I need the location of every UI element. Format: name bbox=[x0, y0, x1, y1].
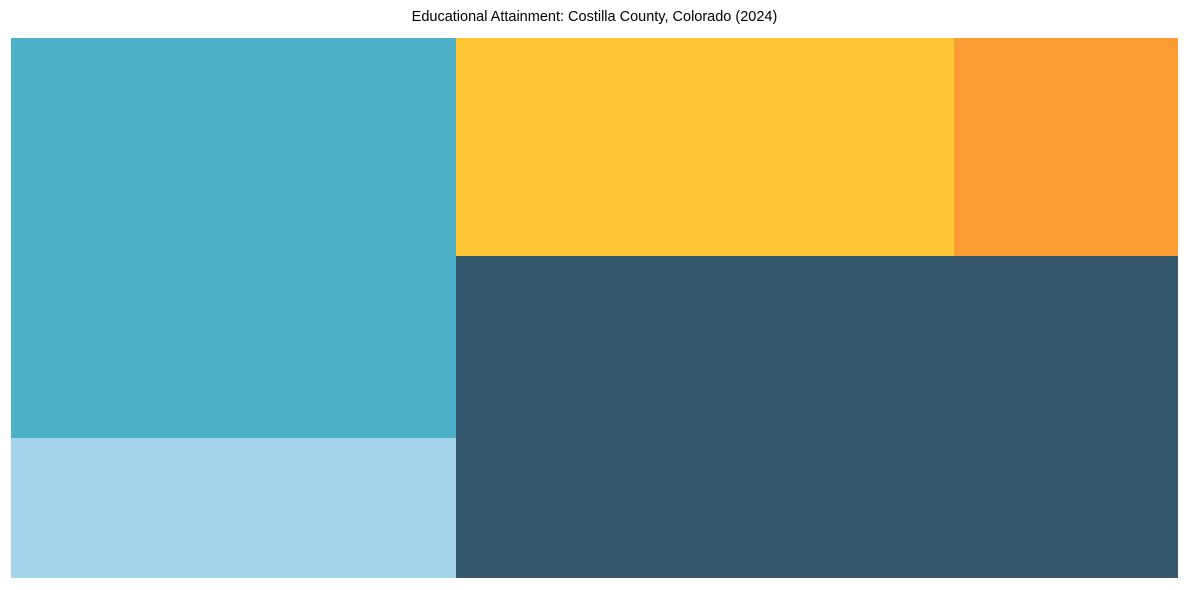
chart-title: Educational Attainment: Costilla County,… bbox=[411, 9, 778, 25]
treemap-tile-0[interactable]: High school graduate (includes equivalen… bbox=[11, 38, 456, 438]
treemap-tile-3[interactable]: Associate's degree bbox=[954, 38, 1178, 256]
treemap-plot-area: High school graduate (includes equivalen… bbox=[11, 38, 1178, 578]
treemap-tile-1[interactable]: Less than high school diploma bbox=[11, 438, 456, 578]
treemap-tile-2[interactable]: Some college, no degree bbox=[456, 38, 954, 256]
treemap-tile-4[interactable]: Bachelor's degree or higher bbox=[456, 256, 1178, 578]
